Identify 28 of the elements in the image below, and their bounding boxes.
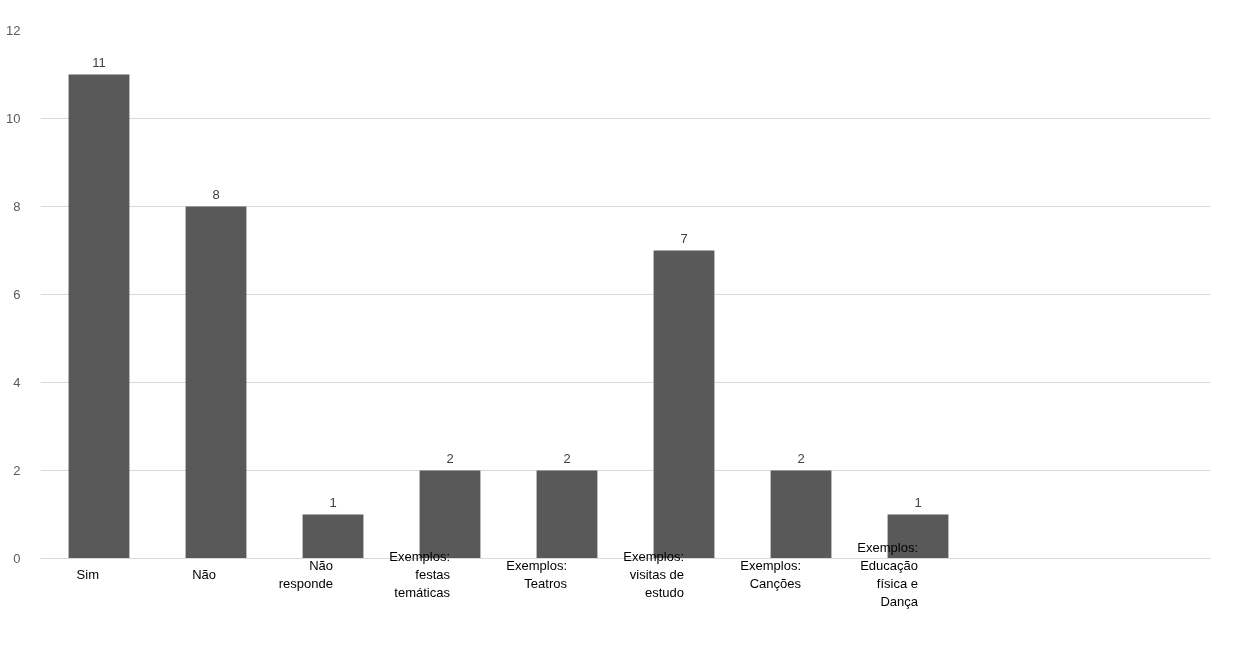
bar [68,74,130,559]
y-tick-label: 2 [13,463,21,478]
x-tick-label: Não [192,567,217,582]
bar [302,514,364,559]
y-tick-label: 6 [13,287,21,302]
y-tick-label: 0 [13,551,21,566]
data-label: 1 [329,494,337,510]
data-label: 2 [797,450,805,466]
x-tick-label: Exemplos: festas temáticas [389,549,451,600]
x-tick-label: Exemplos: Educação física e Dança [857,540,919,609]
data-label: 1 [914,494,922,510]
x-tick-label: Exemplos: visitas de estudo [623,549,685,600]
data-label: 2 [446,450,454,466]
data-label: 2 [563,450,571,466]
y-tick-label: 4 [13,375,21,390]
y-tick-label: 8 [13,199,21,214]
y-tick-label: 10 [6,111,21,126]
data-label: 11 [92,54,106,70]
bar [770,470,832,559]
x-tick-label: Não responde [278,558,334,591]
bar [185,206,247,559]
x-tick-label: Exemplos: Teatros [506,558,568,591]
x-tick-label: Exemplos: Canções [740,558,802,591]
bar [536,470,598,559]
x-tick-label: Sim [76,567,99,582]
y-tick-label: 12 [6,23,21,38]
data-label: 8 [212,186,220,202]
data-label: 7 [680,230,688,246]
